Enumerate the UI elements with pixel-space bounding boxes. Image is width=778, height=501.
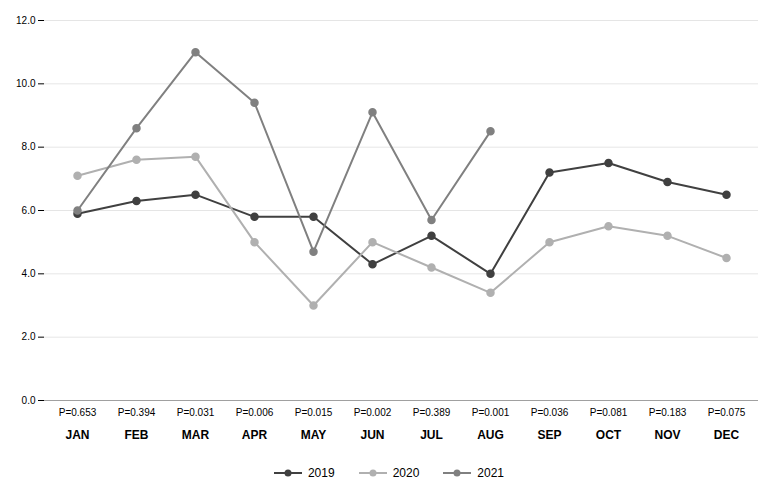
svg-text:P=0.031: P=0.031 bbox=[177, 407, 215, 418]
svg-text:4.0: 4.0 bbox=[22, 268, 36, 279]
svg-text:SEP: SEP bbox=[537, 428, 561, 442]
svg-text:OCT: OCT bbox=[596, 428, 622, 442]
svg-text:0.0: 0.0 bbox=[22, 395, 36, 406]
svg-text:P=0.653: P=0.653 bbox=[59, 407, 97, 418]
svg-text:P=0.081: P=0.081 bbox=[590, 407, 628, 418]
svg-text:P=0.036: P=0.036 bbox=[531, 407, 569, 418]
svg-text:P=0.075: P=0.075 bbox=[708, 407, 746, 418]
html-text:2019: 2019 bbox=[307, 466, 335, 480]
svg-text:MAR: MAR bbox=[182, 428, 210, 442]
html-text:2021: 2021 bbox=[477, 466, 504, 480]
html-text:2020: 2020 bbox=[392, 466, 420, 480]
svg-text:2.0: 2.0 bbox=[22, 331, 36, 342]
svg-text:P=0.394: P=0.394 bbox=[118, 407, 156, 418]
svg-text:8.0: 8.0 bbox=[22, 141, 36, 152]
svg-text:FEB: FEB bbox=[125, 428, 149, 442]
svg-text:JUN: JUN bbox=[360, 428, 384, 442]
svg-text:APR: APR bbox=[242, 428, 268, 442]
svg-text:P=0.389: P=0.389 bbox=[413, 407, 451, 418]
svg-text:P=0.001: P=0.001 bbox=[472, 407, 510, 418]
svg-text:JAN: JAN bbox=[65, 428, 89, 442]
svg-text:DEC: DEC bbox=[714, 428, 740, 442]
svg-text:P=0.002: P=0.002 bbox=[354, 407, 392, 418]
svg-text:10.0: 10.0 bbox=[16, 78, 36, 89]
svg-text:P=0.183: P=0.183 bbox=[649, 407, 687, 418]
svg-text:12.0: 12.0 bbox=[16, 15, 36, 26]
svg-text:MAY: MAY bbox=[301, 428, 327, 442]
svg-text:P=0.006: P=0.006 bbox=[236, 407, 274, 418]
svg-text:AUG: AUG bbox=[477, 428, 504, 442]
svg-text:6.0: 6.0 bbox=[22, 205, 36, 216]
svg-text:P=0.015: P=0.015 bbox=[295, 407, 333, 418]
svg-text:JUL: JUL bbox=[420, 428, 443, 442]
svg-text:NOV: NOV bbox=[654, 428, 680, 442]
